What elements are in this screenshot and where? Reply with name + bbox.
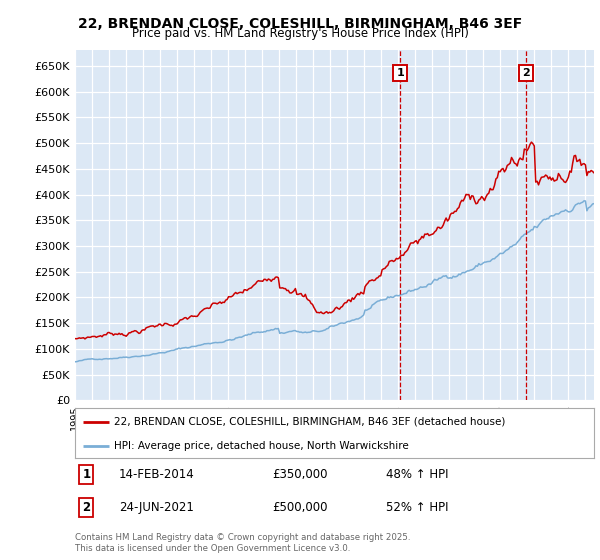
Text: £500,000: £500,000: [272, 501, 328, 515]
Text: 14-FEB-2014: 14-FEB-2014: [119, 468, 195, 482]
Text: 1: 1: [82, 468, 91, 482]
Text: Price paid vs. HM Land Registry's House Price Index (HPI): Price paid vs. HM Land Registry's House …: [131, 27, 469, 40]
Text: HPI: Average price, detached house, North Warwickshire: HPI: Average price, detached house, Nort…: [114, 441, 409, 451]
Text: 2: 2: [522, 68, 529, 78]
Text: Contains HM Land Registry data © Crown copyright and database right 2025.
This d: Contains HM Land Registry data © Crown c…: [75, 533, 410, 553]
Text: 52% ↑ HPI: 52% ↑ HPI: [386, 501, 449, 515]
Text: £350,000: £350,000: [272, 468, 328, 482]
Text: 22, BRENDAN CLOSE, COLESHILL, BIRMINGHAM, B46 3EF: 22, BRENDAN CLOSE, COLESHILL, BIRMINGHAM…: [78, 17, 522, 31]
Text: 22, BRENDAN CLOSE, COLESHILL, BIRMINGHAM, B46 3EF (detached house): 22, BRENDAN CLOSE, COLESHILL, BIRMINGHAM…: [114, 417, 505, 427]
Text: 1: 1: [397, 68, 404, 78]
Text: 2: 2: [82, 501, 91, 515]
Text: 48% ↑ HPI: 48% ↑ HPI: [386, 468, 449, 482]
Text: 24-JUN-2021: 24-JUN-2021: [119, 501, 194, 515]
